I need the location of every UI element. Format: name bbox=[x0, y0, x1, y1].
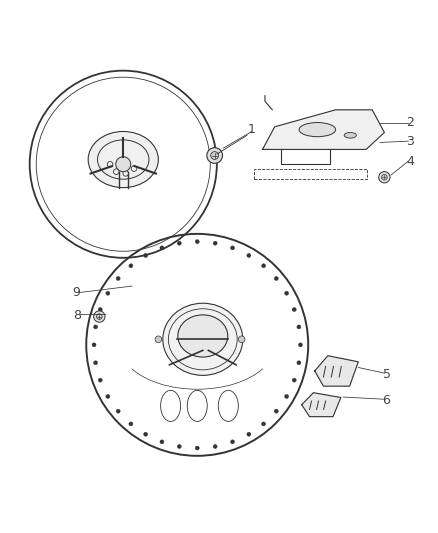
Circle shape bbox=[144, 254, 148, 257]
Polygon shape bbox=[302, 393, 341, 417]
Text: 4: 4 bbox=[406, 155, 414, 168]
Circle shape bbox=[230, 246, 234, 250]
Circle shape bbox=[144, 432, 148, 436]
Circle shape bbox=[285, 291, 289, 295]
Ellipse shape bbox=[88, 132, 159, 188]
Circle shape bbox=[94, 311, 105, 322]
Circle shape bbox=[297, 325, 301, 329]
Circle shape bbox=[297, 361, 301, 365]
Circle shape bbox=[274, 277, 278, 280]
Circle shape bbox=[177, 445, 181, 448]
Circle shape bbox=[129, 264, 133, 268]
Ellipse shape bbox=[178, 315, 228, 357]
Circle shape bbox=[211, 151, 219, 159]
Circle shape bbox=[238, 336, 245, 343]
Polygon shape bbox=[262, 110, 385, 149]
Circle shape bbox=[298, 343, 303, 347]
Circle shape bbox=[292, 378, 296, 382]
Ellipse shape bbox=[163, 303, 243, 375]
Circle shape bbox=[94, 325, 98, 329]
Text: 8: 8 bbox=[74, 309, 81, 322]
Circle shape bbox=[292, 308, 296, 311]
Circle shape bbox=[247, 432, 251, 436]
Text: 6: 6 bbox=[383, 394, 391, 407]
Circle shape bbox=[116, 157, 131, 172]
Circle shape bbox=[195, 446, 199, 450]
Circle shape bbox=[177, 241, 181, 245]
Circle shape bbox=[96, 314, 102, 319]
Text: 3: 3 bbox=[406, 135, 414, 148]
Circle shape bbox=[379, 172, 390, 183]
Text: 1: 1 bbox=[248, 123, 256, 136]
Circle shape bbox=[261, 422, 265, 426]
Ellipse shape bbox=[344, 133, 357, 138]
Circle shape bbox=[116, 277, 120, 280]
Circle shape bbox=[98, 378, 102, 382]
Ellipse shape bbox=[299, 123, 336, 136]
Text: 2: 2 bbox=[406, 116, 414, 130]
Circle shape bbox=[230, 440, 234, 444]
Circle shape bbox=[155, 336, 162, 343]
Circle shape bbox=[160, 440, 164, 444]
Circle shape bbox=[129, 422, 133, 426]
Circle shape bbox=[274, 409, 278, 413]
Circle shape bbox=[94, 361, 98, 365]
Circle shape bbox=[92, 343, 96, 347]
Circle shape bbox=[106, 394, 110, 399]
Circle shape bbox=[160, 246, 164, 250]
Circle shape bbox=[116, 409, 120, 413]
Polygon shape bbox=[315, 356, 358, 386]
Circle shape bbox=[213, 241, 217, 245]
Circle shape bbox=[213, 445, 217, 448]
Circle shape bbox=[195, 240, 199, 244]
Circle shape bbox=[285, 394, 289, 399]
Circle shape bbox=[247, 254, 251, 257]
Text: 9: 9 bbox=[72, 286, 80, 299]
Circle shape bbox=[98, 308, 102, 311]
Circle shape bbox=[381, 174, 387, 180]
Circle shape bbox=[207, 148, 223, 163]
Text: 5: 5 bbox=[382, 368, 391, 381]
Circle shape bbox=[106, 291, 110, 295]
Circle shape bbox=[261, 264, 265, 268]
